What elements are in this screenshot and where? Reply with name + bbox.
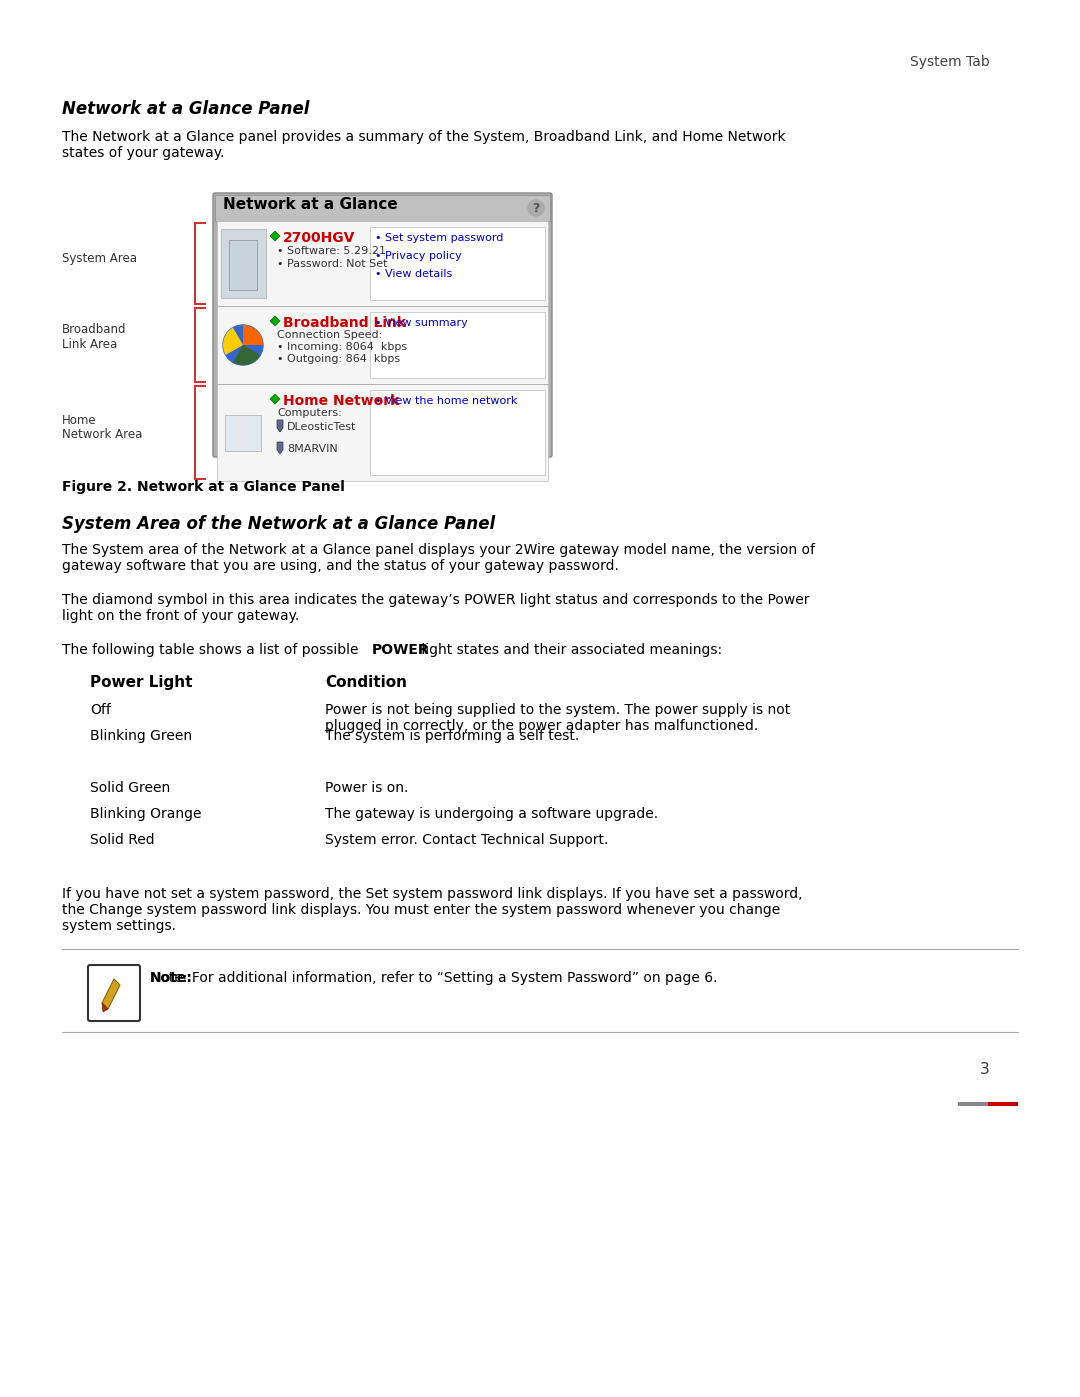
Wedge shape [243, 326, 264, 345]
Text: System error. Contact Technical Support.: System error. Contact Technical Support. [325, 833, 608, 847]
Text: Power is on.: Power is on. [325, 781, 408, 795]
Bar [958, 1102, 973, 1106]
Polygon shape [102, 979, 120, 1009]
Text: • Incoming: 8064  kbps: • Incoming: 8064 kbps [276, 342, 407, 352]
Text: Solid Green: Solid Green [90, 781, 171, 795]
Text: Computers:: Computers: [276, 408, 341, 418]
Polygon shape [276, 441, 283, 454]
Text: Broadband
Link Area: Broadband Link Area [62, 323, 126, 351]
Text: The gateway is undergoing a software upgrade.: The gateway is undergoing a software upg… [325, 807, 658, 821]
Bar [217, 384, 548, 481]
Bar [225, 415, 261, 450]
Text: DLeosticTest: DLeosticTest [287, 422, 356, 432]
Text: Connection Speed:: Connection Speed: [276, 330, 382, 339]
Text: ?: ? [532, 203, 540, 215]
Polygon shape [276, 420, 283, 432]
Text: • Set system password: • Set system password [375, 233, 503, 243]
Text: Power Light: Power Light [90, 675, 192, 690]
Text: • Password: Not Set: • Password: Not Set [276, 258, 388, 270]
Text: The following table shows a list of possible: The following table shows a list of poss… [62, 643, 363, 657]
Text: The Network at a Glance panel provides a summary of the System, Broadband Link, : The Network at a Glance panel provides a… [62, 130, 785, 161]
Polygon shape [102, 1003, 108, 1011]
Text: • View details: • View details [375, 270, 453, 279]
Text: Solid Red: Solid Red [90, 833, 154, 847]
Text: • Outgoing: 864  kbps: • Outgoing: 864 kbps [276, 353, 400, 365]
Text: Condition: Condition [325, 675, 407, 690]
Text: Network at a Glance: Network at a Glance [222, 197, 397, 212]
Polygon shape [270, 394, 280, 404]
Text: 8MARVIN: 8MARVIN [287, 444, 338, 454]
Text: System Area of the Network at a Glance Panel: System Area of the Network at a Glance P… [62, 515, 496, 534]
Circle shape [528, 200, 544, 217]
Text: • View the home network: • View the home network [375, 395, 517, 407]
Bar [370, 390, 545, 475]
Text: If you have not set a system password, the Set system password link displays. If: If you have not set a system password, t… [62, 887, 802, 933]
Bar [215, 196, 550, 221]
Text: The System area of the Network at a Glance panel displays your 2Wire gateway mod: The System area of the Network at a Glan… [62, 543, 815, 573]
FancyBboxPatch shape [213, 193, 552, 457]
Polygon shape [270, 316, 280, 326]
Text: • Software: 5.29.21: • Software: 5.29.21 [276, 246, 386, 256]
Text: The system is performing a self test.: The system is performing a self test. [325, 729, 579, 743]
Text: Home Network: Home Network [283, 394, 400, 408]
Bar [217, 221, 548, 306]
Circle shape [222, 326, 264, 365]
Text: 2700HGV: 2700HGV [283, 231, 355, 244]
Bar [229, 240, 257, 291]
Text: Home
Network Area: Home Network Area [62, 414, 143, 441]
Bar [1003, 1102, 1018, 1106]
Bar [217, 306, 548, 384]
Bar [370, 226, 545, 300]
Text: Note: For additional information, refer to “Setting a System Password” on page 6: Note: For additional information, refer … [150, 971, 717, 985]
Text: light states and their associated meanings:: light states and their associated meanin… [417, 643, 723, 657]
Bar [221, 229, 266, 298]
Text: System Area: System Area [62, 251, 137, 265]
Text: Blinking Orange: Blinking Orange [90, 807, 202, 821]
Bar [988, 1102, 1003, 1106]
Text: 3: 3 [981, 1062, 990, 1077]
Text: Off: Off [90, 703, 111, 717]
Wedge shape [233, 345, 260, 365]
Text: POWER: POWER [372, 643, 430, 657]
FancyBboxPatch shape [87, 965, 140, 1021]
Text: Blinking Green: Blinking Green [90, 729, 192, 743]
Text: Broadband Link: Broadband Link [283, 316, 406, 330]
Text: Power is not being supplied to the system. The power supply is not
plugged in co: Power is not being supplied to the syste… [325, 703, 791, 733]
Text: System Tab: System Tab [910, 54, 990, 68]
Bar [973, 1102, 988, 1106]
Text: • View summary: • View summary [375, 319, 468, 328]
Text: • Privacy policy: • Privacy policy [375, 251, 462, 261]
Wedge shape [222, 328, 243, 355]
Polygon shape [270, 231, 280, 242]
Text: The diamond symbol in this area indicates the gateway’s POWER light status and c: The diamond symbol in this area indicate… [62, 592, 810, 623]
Text: Network at a Glance Panel: Network at a Glance Panel [62, 101, 310, 117]
Text: Note:: Note: [150, 971, 193, 985]
Text: Figure 2. Network at a Glance Panel: Figure 2. Network at a Glance Panel [62, 481, 345, 495]
Bar [370, 312, 545, 379]
